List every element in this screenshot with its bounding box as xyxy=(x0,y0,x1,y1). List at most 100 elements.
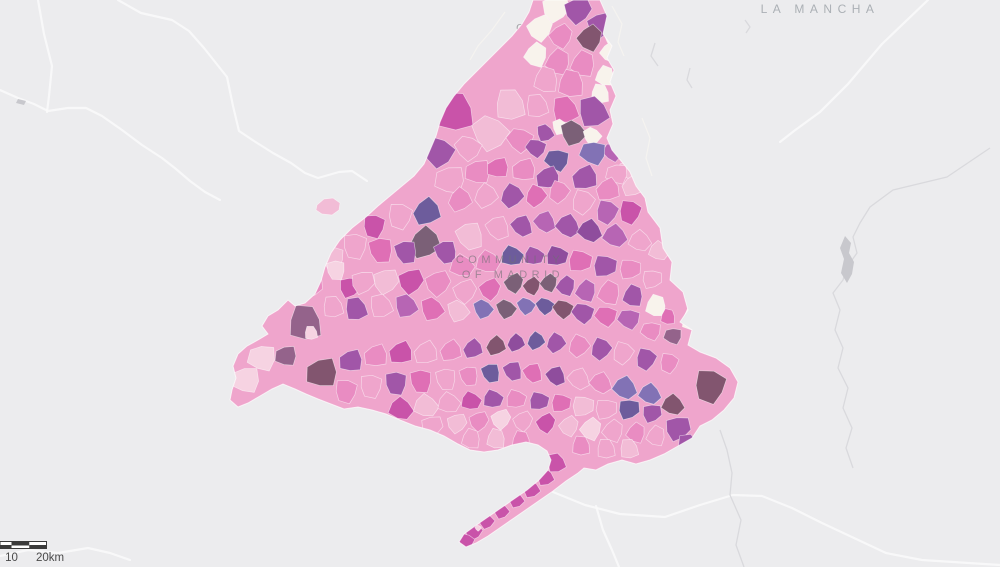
municipality-cell[interactable] xyxy=(496,89,526,120)
municipality-cell[interactable] xyxy=(326,260,345,280)
municipality-cell[interactable] xyxy=(464,160,491,184)
municipality-cell[interactable] xyxy=(526,14,553,43)
municipality-cell[interactable] xyxy=(458,366,478,387)
municipality-cell[interactable] xyxy=(485,334,507,356)
municipality-cell[interactable] xyxy=(527,330,546,351)
municipality-cell[interactable] xyxy=(480,363,500,384)
municipality-cell[interactable] xyxy=(539,272,558,293)
municipality-cell[interactable] xyxy=(509,214,533,238)
municipality-cell[interactable] xyxy=(558,69,583,97)
municipality-cell[interactable] xyxy=(566,367,590,391)
municipality-cell[interactable] xyxy=(446,413,468,435)
municipality-cell[interactable] xyxy=(360,374,383,399)
municipality-cell[interactable] xyxy=(645,424,665,447)
municipality-cell[interactable] xyxy=(568,333,592,359)
municipality-cell[interactable] xyxy=(413,393,440,417)
municipality-cell[interactable] xyxy=(521,363,542,384)
municipality-cell[interactable] xyxy=(595,399,617,420)
municipality-cell[interactable] xyxy=(637,382,662,405)
municipality-cell[interactable] xyxy=(695,370,727,405)
municipality-cell[interactable] xyxy=(549,180,571,205)
municipality-cell[interactable] xyxy=(305,326,318,340)
municipality-cell[interactable] xyxy=(371,293,394,318)
municipality-cell[interactable] xyxy=(306,357,337,386)
municipality-cell[interactable] xyxy=(368,238,392,263)
municipality-cell[interactable] xyxy=(472,298,495,320)
municipality-cell[interactable] xyxy=(596,199,620,226)
municipality-cell[interactable] xyxy=(395,293,420,318)
municipality-cell[interactable] xyxy=(573,189,596,216)
municipality-cell[interactable] xyxy=(475,249,502,272)
municipality-cell[interactable] xyxy=(487,157,509,178)
municipality-cell[interactable] xyxy=(424,270,452,298)
municipality-cell[interactable] xyxy=(454,222,482,251)
municipality-cell[interactable] xyxy=(448,186,473,213)
municipality-cell[interactable] xyxy=(619,200,643,226)
municipality-cell[interactable] xyxy=(474,182,499,209)
municipality-cell[interactable] xyxy=(344,233,367,260)
municipality-cell[interactable] xyxy=(421,296,446,321)
municipality-cell[interactable] xyxy=(613,341,635,366)
municipality-cell[interactable] xyxy=(621,283,643,307)
municipality-cell[interactable] xyxy=(537,123,556,142)
municipality-cell[interactable] xyxy=(593,306,618,328)
municipality-cell[interactable] xyxy=(616,309,641,331)
municipality-cell[interactable] xyxy=(246,346,275,372)
municipality-cell[interactable] xyxy=(574,278,596,303)
municipality-cell[interactable] xyxy=(575,23,602,53)
municipality-cell[interactable] xyxy=(660,392,686,416)
municipality-cell[interactable] xyxy=(558,415,579,438)
municipality-cell[interactable] xyxy=(490,408,512,431)
municipality-cell[interactable] xyxy=(468,411,490,433)
municipality-cell[interactable] xyxy=(591,336,613,362)
municipality-cell[interactable] xyxy=(568,249,593,272)
municipality-cell[interactable] xyxy=(597,439,616,459)
municipality-cell[interactable] xyxy=(373,269,400,296)
municipality-cell[interactable] xyxy=(397,268,425,296)
municipality-cell[interactable] xyxy=(522,276,541,297)
municipality-cell[interactable] xyxy=(535,297,556,316)
municipality-cell[interactable] xyxy=(570,303,595,325)
municipality-cell[interactable] xyxy=(642,270,662,289)
municipality-cell[interactable] xyxy=(588,371,613,395)
municipality-cell[interactable] xyxy=(642,404,663,424)
municipality-cell[interactable] xyxy=(484,216,509,241)
municipality-cell[interactable] xyxy=(639,322,661,342)
municipality-cell[interactable] xyxy=(543,149,569,173)
municipality-cell[interactable] xyxy=(506,332,526,353)
municipality-cell[interactable] xyxy=(461,427,480,449)
municipality-cell[interactable] xyxy=(571,163,597,189)
municipality-cell[interactable] xyxy=(439,338,462,361)
municipality-cell[interactable] xyxy=(527,94,550,117)
municipality-cell[interactable] xyxy=(627,228,653,252)
municipality-cell[interactable] xyxy=(542,0,571,24)
municipality-cell[interactable] xyxy=(576,218,603,243)
municipality-cell[interactable] xyxy=(555,274,575,297)
municipality-cell[interactable] xyxy=(572,435,591,456)
municipality-cell[interactable] xyxy=(595,176,620,201)
municipality-cell[interactable] xyxy=(388,340,412,363)
municipality-cell[interactable] xyxy=(501,244,525,266)
municipality-cell[interactable] xyxy=(660,308,675,325)
municipality-cell[interactable] xyxy=(434,167,464,194)
municipality-cell[interactable] xyxy=(569,49,594,77)
municipality-cell[interactable] xyxy=(323,296,345,318)
municipality-cell[interactable] xyxy=(351,272,376,296)
municipality-cell[interactable] xyxy=(471,115,511,153)
municipality-cell[interactable] xyxy=(525,183,548,209)
municipality-cell[interactable] xyxy=(486,428,505,449)
municipality-cell[interactable] xyxy=(529,391,550,410)
municipality-cell[interactable] xyxy=(503,272,524,295)
municipality-cell[interactable] xyxy=(385,371,407,396)
municipality-cell[interactable] xyxy=(544,365,566,387)
municipality-cell[interactable] xyxy=(572,396,595,417)
municipality-cell[interactable] xyxy=(524,245,546,265)
municipality-cell[interactable] xyxy=(579,95,611,127)
municipality-cell[interactable] xyxy=(618,399,640,421)
municipality-cell[interactable] xyxy=(512,410,534,433)
municipality-exclave[interactable] xyxy=(315,197,341,216)
municipality-cell[interactable] xyxy=(593,255,618,277)
municipality-cell[interactable] xyxy=(601,418,623,443)
municipality-cell[interactable] xyxy=(625,421,645,444)
